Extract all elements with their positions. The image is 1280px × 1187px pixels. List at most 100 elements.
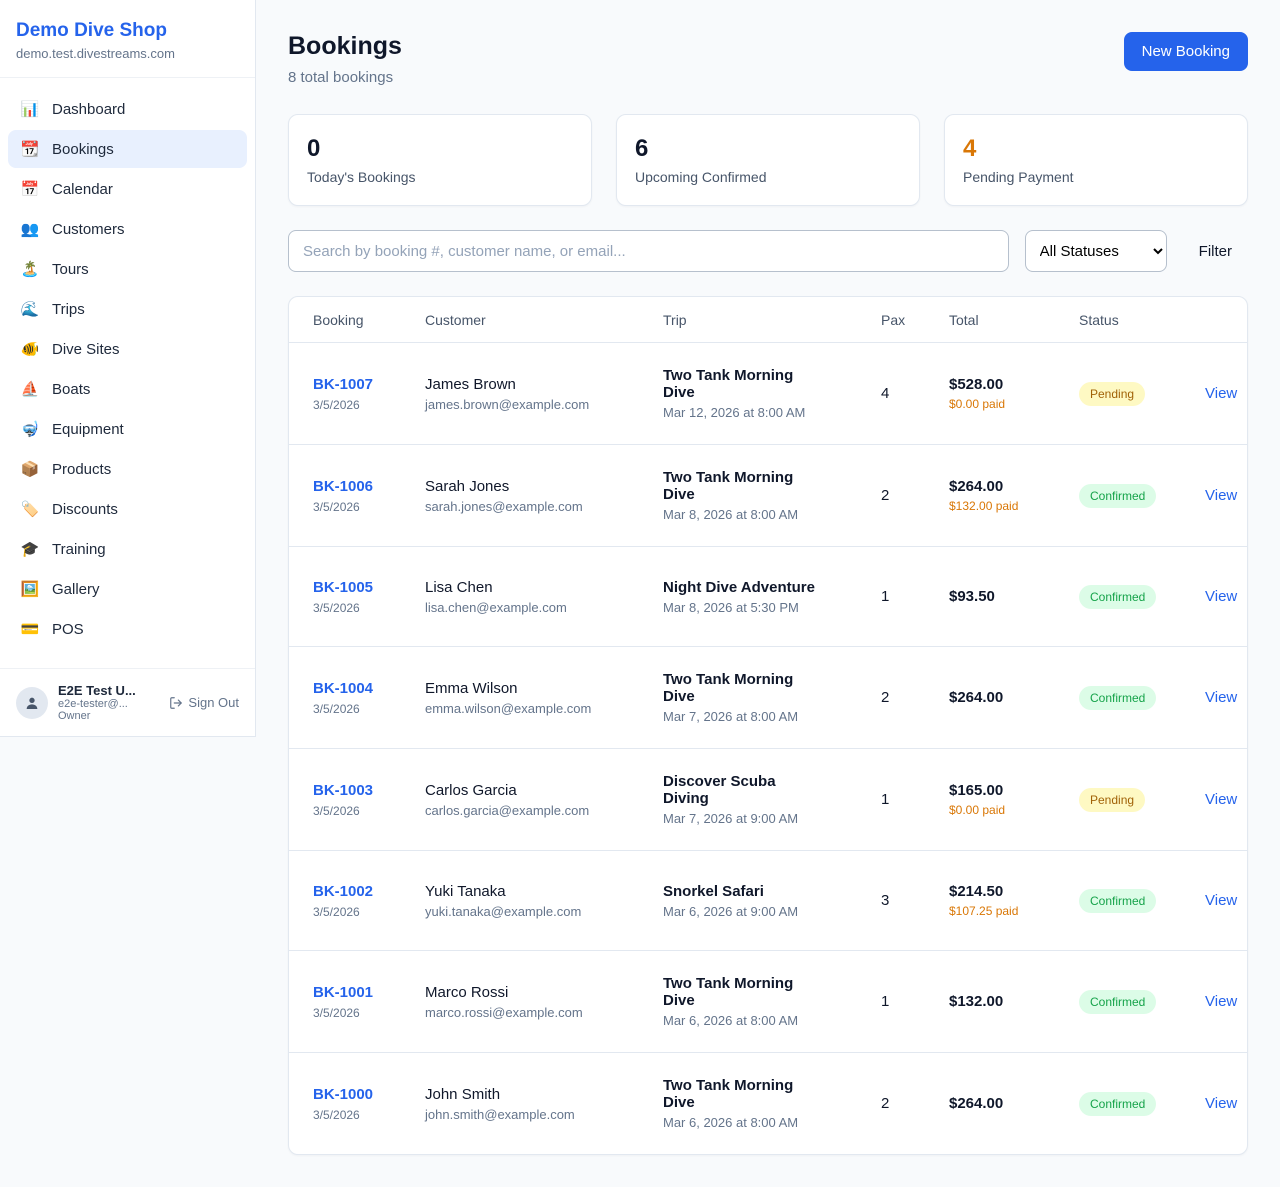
table-row: BK-1002 3/5/2026 Yuki Tanaka yuki.tanaka… (289, 851, 1247, 951)
total-cell: $264.00 $132.00 paid (949, 478, 1071, 513)
search-input[interactable] (288, 230, 1009, 272)
sidebar-item-discounts[interactable]: 🏷️ Discounts (8, 490, 247, 528)
customer-cell: Lisa Chen lisa.chen@example.com (425, 579, 655, 615)
view-link[interactable]: View (1205, 992, 1238, 1010)
package-icon: 📦 (20, 461, 40, 478)
table-row: BK-1006 3/5/2026 Sarah Jones sarah.jones… (289, 445, 1247, 547)
pax-count: 2 (881, 1095, 890, 1112)
booking-id-link[interactable]: BK-1007 (313, 375, 374, 393)
trip-datetime: Mar 6, 2026 at 9:00 AM (663, 903, 799, 919)
booking-cell: BK-1003 3/5/2026 (313, 782, 417, 818)
total-cell: $214.50 $107.25 paid (949, 883, 1071, 918)
trip-cell: Discover Scuba Diving Mar 7, 2026 at 9:0… (663, 773, 873, 826)
trip-datetime: Mar 7, 2026 at 8:00 AM (663, 709, 799, 724)
booking-id-link[interactable]: BK-1003 (313, 781, 374, 799)
booking-date: 3/5/2026 (313, 397, 360, 412)
customer-name: John Smith (425, 1085, 501, 1103)
customer-email: james.brown@example.com (425, 396, 590, 412)
page-header: Bookings 8 total bookings New Booking (288, 32, 1248, 86)
view-link[interactable]: View (1205, 384, 1238, 402)
total-amount: $528.00 (949, 376, 1004, 393)
booking-date: 3/5/2026 (313, 701, 360, 716)
status-filter-select[interactable]: All Statuses (1024, 230, 1167, 272)
view-link[interactable]: View (1205, 688, 1238, 706)
total-amount: $165.00 (949, 782, 1004, 799)
actions-cell: View (1205, 891, 1247, 910)
booking-id-link[interactable]: BK-1001 (313, 983, 374, 1001)
graduation-cap-icon: 🎓 (20, 541, 40, 558)
status-cell: Confirmed (1079, 888, 1197, 913)
total-amount: $214.50 (949, 883, 1004, 900)
view-link[interactable]: View (1205, 790, 1238, 808)
total-cell: $93.50 (949, 588, 1071, 605)
tag-icon: 🏷️ (20, 501, 40, 518)
total-amount: $93.50 (949, 588, 995, 605)
stat-value: 0 (307, 135, 321, 162)
filter-row: All Statuses Filter (288, 230, 1248, 272)
sidebar-item-calendar[interactable]: 📅 Calendar (8, 170, 247, 208)
total-cell: $528.00 $0.00 paid (949, 376, 1071, 411)
sign-out-button[interactable]: Sign Out (169, 695, 239, 710)
booking-id-link[interactable]: BK-1002 (313, 882, 374, 900)
customer-name: Marco Rossi (425, 983, 509, 1001)
booking-date: 3/5/2026 (313, 499, 360, 514)
actions-cell: View (1205, 790, 1247, 809)
picture-icon: 🖼️ (20, 581, 40, 598)
pax-count: 1 (881, 791, 890, 808)
customer-email: marco.rossi@example.com (425, 1004, 583, 1020)
stat-value: 6 (635, 135, 649, 162)
booking-id-link[interactable]: BK-1005 (313, 578, 374, 596)
booking-cell: BK-1004 3/5/2026 (313, 680, 417, 716)
status-cell: Confirmed (1079, 685, 1197, 710)
sidebar-item-training[interactable]: 🎓 Training (8, 530, 247, 568)
table-body: BK-1007 3/5/2026 James Brown james.brown… (289, 343, 1247, 1154)
booking-id-link[interactable]: BK-1004 (313, 679, 374, 697)
view-link[interactable]: View (1205, 1094, 1238, 1112)
sidebar-item-bookings[interactable]: 📆 Bookings (8, 130, 247, 168)
sidebar-item-pos[interactable]: 💳 POS (8, 610, 247, 648)
pax-count: 1 (881, 588, 890, 605)
sidebar-item-gallery[interactable]: 🖼️ Gallery (8, 570, 247, 608)
trip-datetime: Mar 8, 2026 at 8:00 AM (663, 507, 799, 522)
diving-mask-icon: 🤿 (20, 421, 40, 438)
booking-id-link[interactable]: BK-1000 (313, 1085, 374, 1103)
table-header: Booking Customer Trip Pax Total Status (289, 297, 1247, 343)
sidebar-item-boats[interactable]: ⛵ Boats (8, 370, 247, 408)
sidebar-item-customers[interactable]: 👥 Customers (8, 210, 247, 248)
bar-chart-icon: 📊 (20, 101, 40, 118)
trip-datetime: Mar 12, 2026 at 8:00 AM (663, 405, 806, 420)
booking-id-link[interactable]: BK-1006 (313, 477, 374, 495)
sidebar-item-tours[interactable]: 🏝️ Tours (8, 250, 247, 288)
user-email: e2e-tester@... (58, 698, 128, 710)
table-row: BK-1005 3/5/2026 Lisa Chen lisa.chen@exa… (289, 547, 1247, 647)
status-badge: Confirmed (1079, 483, 1157, 508)
sidebar-item-products[interactable]: 📦 Products (8, 450, 247, 488)
view-link[interactable]: View (1205, 587, 1238, 605)
total-cell: $165.00 $0.00 paid (949, 782, 1071, 817)
booking-cell: BK-1000 3/5/2026 (313, 1086, 417, 1122)
sidebar-item-label: Dive Sites (52, 340, 120, 358)
view-link[interactable]: View (1205, 891, 1238, 909)
filter-button[interactable]: Filter (1183, 243, 1248, 260)
stats-row: 0 Today's Bookings 6 Upcoming Confirmed … (288, 114, 1248, 206)
view-link[interactable]: View (1205, 486, 1238, 504)
sidebar-item-trips[interactable]: 🌊 Trips (8, 290, 247, 328)
app-domain: demo.test.divestreams.com (16, 46, 175, 61)
table-row: BK-1001 3/5/2026 Marco Rossi marco.rossi… (289, 951, 1247, 1053)
customer-cell: Yuki Tanaka yuki.tanaka@example.com (425, 883, 655, 919)
new-booking-button[interactable]: New Booking (1123, 32, 1248, 71)
user-name: E2E Test U... (58, 683, 136, 698)
trip-name: Two Tank Morning Dive (663, 671, 794, 705)
sidebar-item-equipment[interactable]: 🤿 Equipment (8, 410, 247, 448)
total-amount: $264.00 (949, 478, 1004, 495)
person-icon (26, 697, 38, 709)
stat-label: Pending Payment (963, 169, 1074, 185)
column-header-pax: Pax (881, 311, 906, 328)
sidebar-item-dashboard[interactable]: 📊 Dashboard (8, 90, 247, 128)
stat-card-pending-payment: 4 Pending Payment (944, 114, 1248, 206)
trip-name: Two Tank Morning Dive (663, 975, 794, 1009)
pax-count: 1 (881, 993, 890, 1010)
sidebar-item-label: Calendar (52, 180, 113, 198)
sidebar-item-dive-sites[interactable]: 🐠 Dive Sites (8, 330, 247, 368)
booking-cell: BK-1002 3/5/2026 (313, 883, 417, 919)
